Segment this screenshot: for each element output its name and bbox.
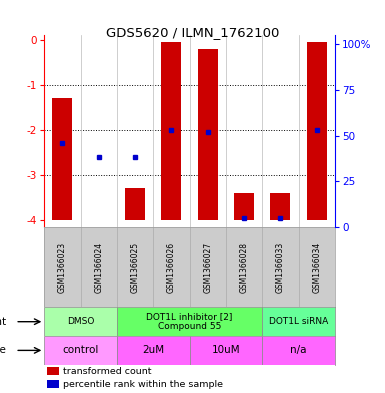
Bar [52, 98, 72, 220]
Text: 10uM: 10uM [212, 345, 240, 355]
Bar [270, 193, 290, 220]
Bar [47, 367, 59, 375]
Bar [190, 336, 262, 365]
Text: DOT1L siRNA: DOT1L siRNA [269, 317, 328, 326]
Text: dose: dose [0, 345, 7, 355]
Text: DOT1L inhibitor [2]
Compound 55: DOT1L inhibitor [2] Compound 55 [146, 312, 233, 331]
Bar [117, 307, 262, 336]
Bar [262, 336, 335, 365]
Text: control: control [62, 345, 99, 355]
Bar [117, 336, 190, 365]
Text: GSM1366027: GSM1366027 [203, 241, 212, 292]
Text: 2uM: 2uM [142, 345, 164, 355]
Bar [234, 193, 254, 220]
Text: DMSO: DMSO [67, 317, 94, 326]
Text: GSM1366028: GSM1366028 [239, 242, 249, 292]
Text: GDS5620 / ILMN_1762100: GDS5620 / ILMN_1762100 [106, 26, 279, 39]
Text: GSM1366033: GSM1366033 [276, 241, 285, 293]
Text: n/a: n/a [290, 345, 307, 355]
Bar [198, 49, 218, 220]
Bar [47, 380, 59, 388]
Text: agent: agent [0, 317, 7, 327]
Text: GSM1366034: GSM1366034 [312, 241, 321, 293]
Text: GSM1366025: GSM1366025 [131, 241, 140, 292]
Bar [125, 188, 145, 220]
Text: percentile rank within the sample: percentile rank within the sample [63, 380, 223, 389]
Bar [307, 42, 327, 220]
Bar [262, 307, 335, 336]
Bar [44, 336, 117, 365]
Text: transformed count: transformed count [63, 367, 152, 376]
Bar [161, 42, 181, 220]
Bar [44, 307, 117, 336]
Text: GSM1366024: GSM1366024 [94, 241, 103, 292]
Text: GSM1366026: GSM1366026 [167, 241, 176, 292]
Text: GSM1366023: GSM1366023 [58, 241, 67, 292]
